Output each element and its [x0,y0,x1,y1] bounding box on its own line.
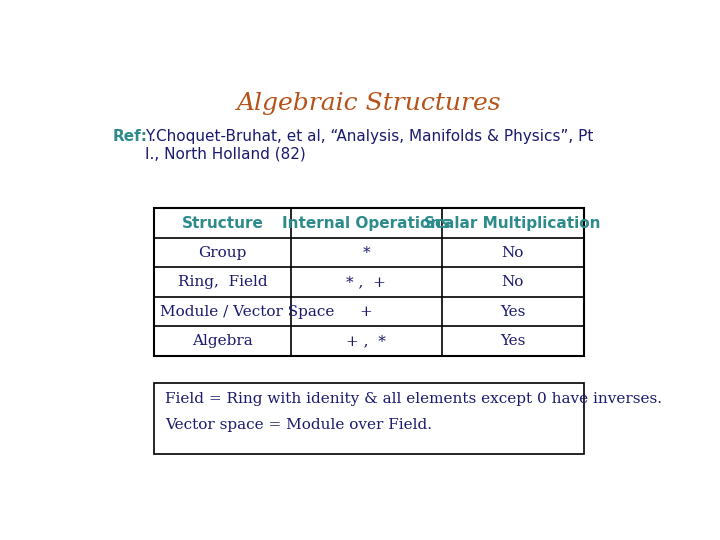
Text: Group: Group [198,246,247,260]
Text: Ref:: Ref: [112,129,148,144]
Text: No: No [502,246,524,260]
Text: Y.Choquet-Bruhat, et al, “Analysis, Manifolds & Physics”, Pt
I., North Holland (: Y.Choquet-Bruhat, et al, “Analysis, Mani… [145,129,593,161]
Text: Ring,  Field: Ring, Field [178,275,267,289]
Bar [154,208,584,356]
Text: Yes: Yes [500,334,526,348]
Text: Internal Operations: Internal Operations [282,215,450,231]
Text: Scalar Multiplication: Scalar Multiplication [424,215,601,231]
Text: No: No [502,275,524,289]
Text: * ,  +: * , + [346,275,386,289]
Text: Algebra: Algebra [192,334,253,348]
Text: Algebraic Structures: Algebraic Structures [237,92,501,115]
Text: Module / Vector Space: Module / Vector Space [160,305,334,319]
Text: Structure: Structure [181,215,264,231]
Text: Field = Ring with idenity & all elements except 0 have inverses.: Field = Ring with idenity & all elements… [166,392,662,406]
Text: Vector space = Module over Field.: Vector space = Module over Field. [166,418,432,432]
Text: *: * [362,246,370,260]
Text: + ,  *: + , * [346,334,386,348]
Text: Yes: Yes [500,305,526,319]
Text: +: + [360,305,372,319]
Bar [154,383,584,454]
